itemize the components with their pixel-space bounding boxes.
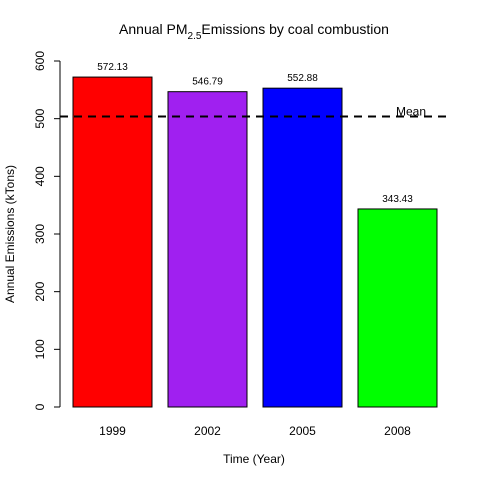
y-tick-label: 100 xyxy=(33,339,47,359)
chart-title: Annual PM2.5Emissions by coal combustion xyxy=(119,21,389,42)
x-tick-label: 2002 xyxy=(194,424,221,438)
y-tick-label: 0 xyxy=(33,403,47,410)
y-tick-label: 200 xyxy=(33,281,47,301)
bars xyxy=(72,76,438,408)
bar-value-labels: 572.13 546.79 552.88 343.43 xyxy=(97,62,413,205)
bar xyxy=(72,76,153,408)
x-tick-label: 1999 xyxy=(99,424,126,438)
y-tick-label: 600 xyxy=(33,51,47,71)
y-axis-label: Annual Emissions (kTons) xyxy=(3,165,17,303)
y-tick-label: 400 xyxy=(33,166,47,186)
bar-value-label: 546.79 xyxy=(192,77,223,88)
bar-value-label: 552.88 xyxy=(287,73,318,84)
bar-value-label: 343.43 xyxy=(382,194,413,205)
y-tick-label: 500 xyxy=(33,108,47,128)
y-axis: 0 100 200 300 400 500 600 xyxy=(33,51,61,410)
bar xyxy=(167,91,248,408)
x-axis-label: Time (Year) xyxy=(223,452,285,466)
y-tick-label: 300 xyxy=(33,224,47,244)
mean-label: Mean xyxy=(396,104,426,118)
bar xyxy=(262,87,343,408)
x-axis-tick-labels: 1999 2002 2005 2008 xyxy=(99,424,411,438)
x-tick-label: 2008 xyxy=(384,424,411,438)
mean-line-group: Mean xyxy=(60,104,452,118)
bar xyxy=(357,208,438,408)
x-tick-label: 2005 xyxy=(289,424,316,438)
bar-value-label: 572.13 xyxy=(97,62,128,73)
